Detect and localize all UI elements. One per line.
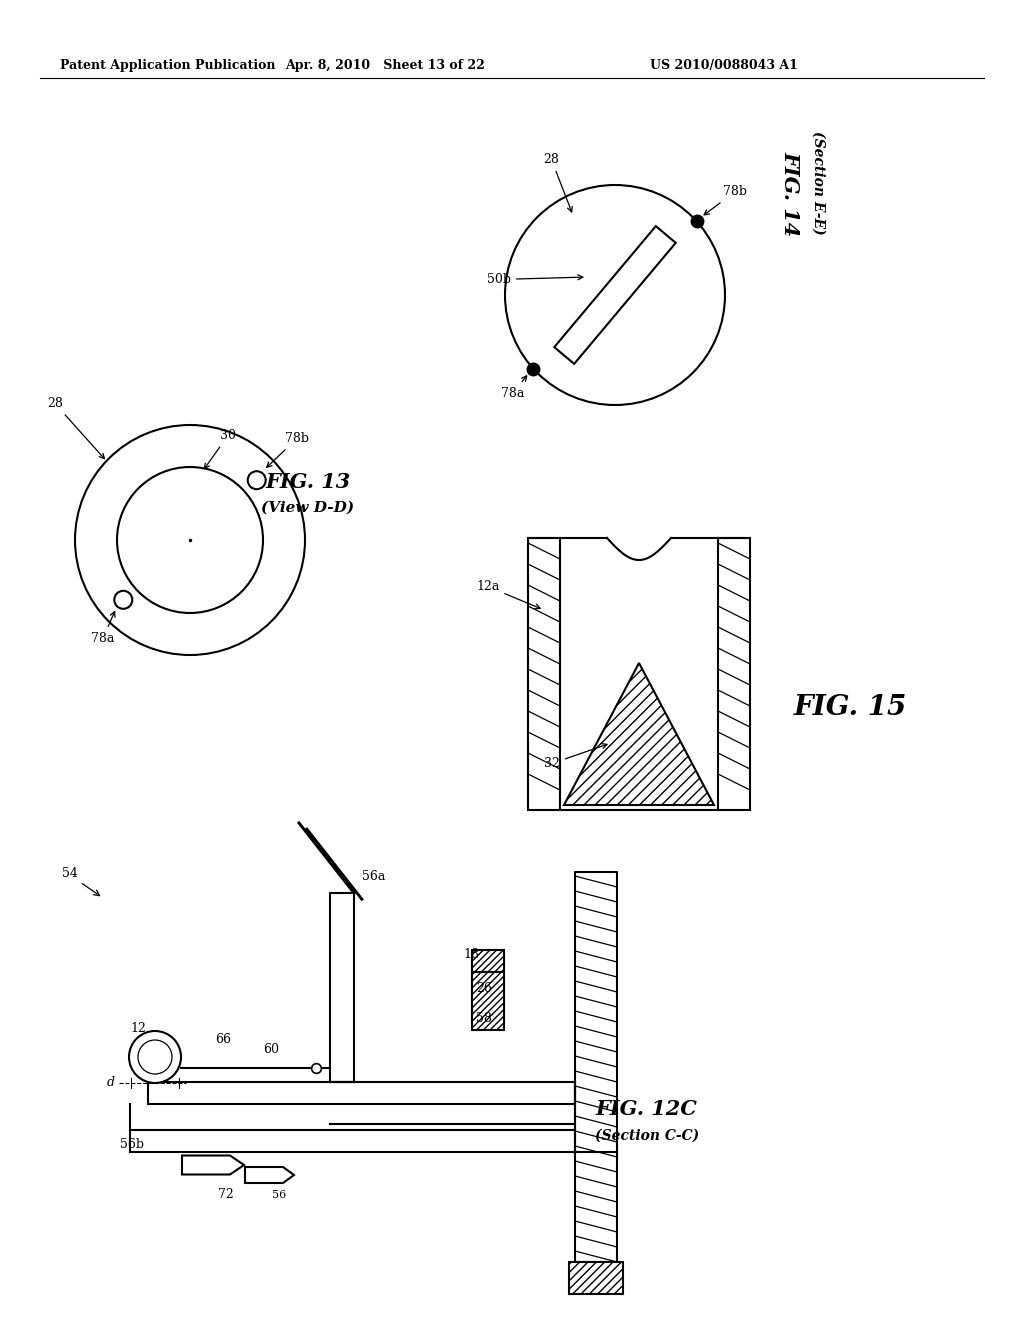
Bar [718, 539, 750, 810]
Text: 78b: 78b [705, 185, 746, 215]
Text: 72: 72 [218, 1188, 233, 1201]
FancyArrow shape [245, 1167, 294, 1183]
Text: 60: 60 [263, 1043, 279, 1056]
Bar [472, 950, 504, 972]
Text: 78b: 78b [266, 432, 308, 467]
Bar [528, 539, 560, 810]
Circle shape [129, 1031, 181, 1082]
Text: 28: 28 [544, 153, 572, 213]
Bar [148, 1082, 575, 1104]
Text: Apr. 8, 2010   Sheet 13 of 22: Apr. 8, 2010 Sheet 13 of 22 [285, 58, 485, 71]
Text: 58: 58 [476, 1012, 492, 1026]
Bar [330, 894, 354, 1082]
Text: 28: 28 [47, 397, 104, 458]
Text: 30: 30 [205, 429, 236, 469]
Text: 12: 12 [130, 1022, 145, 1035]
Text: 78a: 78a [502, 376, 526, 400]
Text: 78a: 78a [91, 611, 115, 644]
Bar [575, 873, 617, 1262]
Text: 32: 32 [544, 743, 607, 770]
Bar [569, 1262, 623, 1294]
Text: FIG. 13: FIG. 13 [265, 473, 350, 492]
Text: d: d [106, 1077, 115, 1089]
Polygon shape [564, 663, 714, 805]
Text: 50b: 50b [487, 273, 583, 286]
Text: US 2010/0088043 A1: US 2010/0088043 A1 [650, 58, 798, 71]
Text: 54: 54 [62, 867, 78, 880]
Text: 56a: 56a [362, 870, 385, 883]
Text: FIG. 12C: FIG. 12C [595, 1100, 697, 1119]
Text: 56: 56 [272, 1191, 287, 1200]
Text: 18: 18 [463, 948, 479, 961]
FancyArrow shape [182, 1155, 244, 1175]
Text: 12a: 12a [476, 579, 540, 609]
Text: 26: 26 [476, 982, 492, 995]
Text: FIG. 14: FIG. 14 [780, 150, 800, 236]
Text: Patent Application Publication: Patent Application Publication [60, 58, 275, 71]
Text: 56b: 56b [120, 1138, 144, 1151]
Bar [472, 972, 504, 1030]
Text: (View D-D): (View D-D) [261, 502, 354, 515]
Text: (Section E-E): (Section E-E) [811, 131, 825, 235]
Text: (Section C-C): (Section C-C) [595, 1129, 699, 1143]
Text: 66: 66 [215, 1034, 231, 1045]
Text: FIG. 15: FIG. 15 [794, 694, 906, 721]
